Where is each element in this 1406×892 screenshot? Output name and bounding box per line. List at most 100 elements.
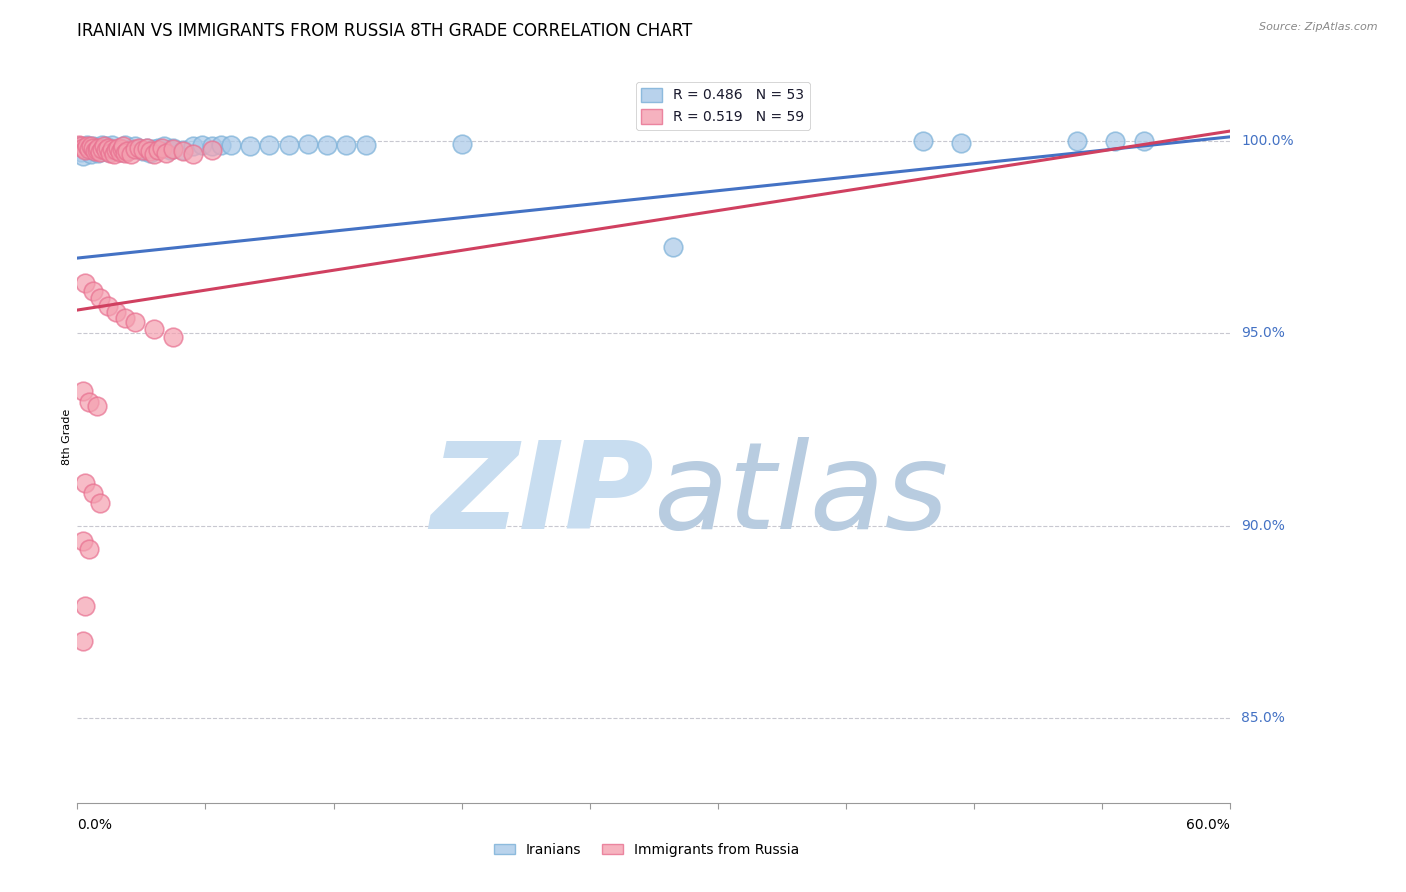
Point [82,139,104,153]
Text: IRANIAN VS IMMIGRANTS FROM RUSSIA 8TH GRADE CORRELATION CHART: IRANIAN VS IMMIGRANTS FROM RUSSIA 8TH GR… [77,22,693,40]
Point [662,239,685,253]
Point [104,143,127,157]
Point [143,142,166,156]
Point [91,142,114,156]
Point [117,145,139,159]
Point [1104,134,1126,148]
Point [131,145,153,159]
Point [172,145,194,159]
Point [135,141,157,155]
Point [114,145,136,160]
Point [108,140,131,154]
Point [73,276,96,290]
Point [211,138,233,153]
Text: ZIP: ZIP [430,437,654,554]
Point [86,399,108,413]
Point [98,145,121,160]
Point [86,143,108,157]
Point [277,137,299,152]
Point [335,137,357,152]
Y-axis label: 8th Grade: 8th Grade [62,409,72,466]
Point [950,136,973,150]
Point [1133,135,1156,149]
Point [128,142,150,156]
Point [297,136,319,151]
Point [124,142,146,156]
Text: Source: ZipAtlas.com: Source: ZipAtlas.com [1260,22,1378,32]
Point [450,136,472,151]
Point [82,284,104,298]
Point [89,495,111,509]
Point [76,137,98,152]
Point [181,139,204,153]
Point [131,143,153,157]
Point [118,143,141,157]
Point [911,135,934,149]
Point [191,137,214,152]
Point [97,299,120,313]
Point [93,139,115,153]
Point [108,145,131,160]
Point [89,143,111,157]
Point [201,139,224,153]
Point [80,147,103,161]
Point [73,141,96,155]
Point [112,145,135,160]
Point [139,145,162,159]
Point [72,384,94,398]
Point [114,310,136,325]
Point [72,141,94,155]
Point [124,139,146,153]
Point [87,145,110,160]
Point [83,145,105,159]
Point [76,139,98,153]
Point [124,315,146,329]
Legend: R = 0.486   N = 53, R = 0.519   N = 59: R = 0.486 N = 53, R = 0.519 N = 59 [636,82,810,129]
Point [104,305,127,319]
Point [82,141,104,155]
Point [80,139,103,153]
Point [162,330,184,344]
Point [67,139,90,153]
Point [259,138,281,153]
Text: 95.0%: 95.0% [1241,326,1285,340]
Text: 85.0%: 85.0% [1241,711,1285,725]
Point [104,143,127,157]
Point [155,145,177,160]
Point [93,142,115,156]
Point [162,141,184,155]
Point [120,147,142,161]
Point [219,137,242,152]
Point [86,141,108,155]
Point [135,141,157,155]
Point [354,138,377,153]
Point [103,147,125,161]
Point [143,147,166,161]
Point [97,145,120,160]
Text: atlas: atlas [654,437,949,554]
Point [96,143,117,157]
Point [114,138,136,153]
Point [316,138,339,153]
Point [159,143,181,157]
Point [153,139,174,153]
Point [77,142,100,156]
Point [91,137,114,152]
Point [72,634,94,648]
Point [77,395,100,409]
Legend: Iranians, Immigrants from Russia: Iranians, Immigrants from Russia [488,838,806,863]
Point [89,145,111,160]
Point [107,141,129,155]
Point [72,149,94,163]
Point [239,139,262,153]
Point [139,145,162,160]
Point [77,143,100,157]
Point [83,145,105,159]
Point [70,139,93,153]
Point [201,143,224,157]
Text: 60.0%: 60.0% [1187,818,1230,832]
Point [73,476,96,491]
Point [112,139,135,153]
Point [146,143,169,157]
Point [172,143,194,157]
